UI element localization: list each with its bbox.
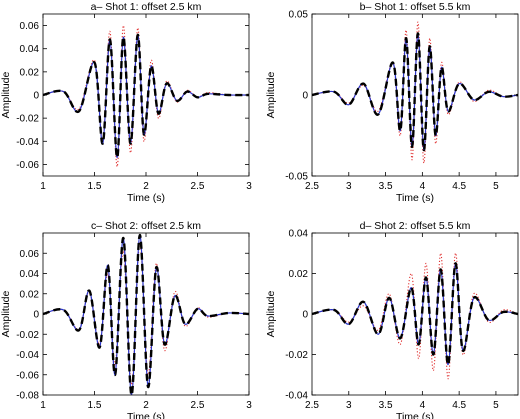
panel-c-xlabel: Time (s) bbox=[127, 411, 165, 419]
panel-d-ytick-label: -0.04 bbox=[285, 391, 308, 402]
panel-a: 1 1.5 2 2.5 3 -0.06 -0.04 -0.02 0 0.02 0.04 0.06 a– … bbox=[0, 1, 252, 204]
panel-c-xtick-label: 2 bbox=[143, 400, 149, 411]
panel-c-ytick-label: 0.02 bbox=[20, 289, 40, 300]
panel-d-title: d– Shot 2: offset 5.5 km bbox=[360, 220, 471, 232]
panel-a-title: a– Shot 1: offset 2.5 km bbox=[91, 1, 202, 13]
panel-b-ytick-label: 0.05 bbox=[289, 10, 309, 21]
panel-c-ytick-label: 0.04 bbox=[20, 269, 40, 280]
panel-b-title: b– Shot 1: offset 5.5 km bbox=[360, 1, 471, 13]
panel-a-ytick-label: 0.02 bbox=[20, 67, 40, 78]
panel-d-ytick-label: 0.02 bbox=[289, 269, 309, 280]
panel-d: 2.5 3 3.5 4 4.5 5 -0.04 -0.02 0 0.02 0.04 d– Shot 2… bbox=[265, 220, 519, 419]
panel-d-ytick-label: 0 bbox=[302, 310, 308, 321]
panel-a-xlabel: Time (s) bbox=[127, 192, 165, 204]
panel-d-xtick-label: 4 bbox=[420, 400, 426, 411]
panel-c-xtick-label: 3 bbox=[246, 400, 252, 411]
panel-d-ytick-label: -0.02 bbox=[285, 350, 308, 361]
panel-b-ylabel: Amplitude bbox=[265, 72, 277, 119]
panel-d-xtick-label: 4.5 bbox=[452, 400, 466, 411]
panel-d-series-dashed bbox=[312, 262, 518, 366]
panel-a-series-group bbox=[43, 25, 249, 168]
panel-a-series-solid bbox=[43, 34, 249, 159]
panel-a-xtick-label: 3 bbox=[246, 181, 252, 192]
panel-d-xtick-label: 2.5 bbox=[305, 400, 319, 411]
panel-a-ytick-label: -0.02 bbox=[16, 114, 39, 125]
panel-c-xtick-label: 1 bbox=[40, 400, 46, 411]
panel-a-ytick-label: 0.04 bbox=[20, 44, 40, 55]
panel-b-xlabel: Time (s) bbox=[396, 192, 434, 204]
panel-c-title: c– Shot 2: offset 2.5 km bbox=[91, 220, 201, 232]
panel-b-xtick-label: 4 bbox=[420, 181, 426, 192]
panel-d-ylabel: Amplitude bbox=[265, 291, 277, 338]
panel-a-xtick-label: 2.5 bbox=[191, 181, 205, 192]
panel-d-xtick-label: 3 bbox=[346, 400, 352, 411]
panel-c-xtick-label: 2.5 bbox=[191, 400, 205, 411]
panel-c-series-dashed bbox=[43, 233, 249, 395]
panel-b-ytick-label: -0.05 bbox=[285, 172, 308, 183]
panel-c: 1 1.5 2 2.5 3 -0.08 -0.06 -0.04 -0.02 0 0.02 0.04 0.… bbox=[0, 220, 252, 419]
panel-d-ytick-label: 0.04 bbox=[289, 229, 309, 240]
panel-a-xtick-label: 2 bbox=[143, 181, 149, 192]
panel-a-ytick-label: 0 bbox=[33, 91, 39, 102]
panel-b-ytick-label: 0 bbox=[302, 91, 308, 102]
panel-d-xtick-label: 3.5 bbox=[379, 400, 393, 411]
panel-b-xtick-label: 3.5 bbox=[379, 181, 393, 192]
panel-a-xtick-label: 1 bbox=[40, 181, 46, 192]
panel-d-xlabel: Time (s) bbox=[396, 411, 434, 419]
panel-c-xtick-label: 1.5 bbox=[88, 400, 102, 411]
panel-a-ytick-label: 0.06 bbox=[20, 21, 40, 32]
panel-b-series-dashed bbox=[312, 32, 518, 152]
panel-a-series-dashed bbox=[43, 33, 249, 159]
panel-a-xtick-label: 1.5 bbox=[88, 181, 102, 192]
panel-b: 2.5 3 3.5 4 4.5 5 -0.05 0 0.05 b– Shot 1: offset … bbox=[265, 1, 519, 204]
panel-c-ytick-label: 0 bbox=[33, 310, 39, 321]
panel-c-ytick-label: -0.08 bbox=[16, 391, 39, 402]
panel-c-ylabel: Amplitude bbox=[0, 291, 12, 338]
panel-b-xtick-label: 2.5 bbox=[305, 181, 319, 192]
panel-a-ylabel: Amplitude bbox=[0, 72, 12, 119]
panel-d-series-group bbox=[312, 252, 518, 380]
panel-c-ytick-label: -0.04 bbox=[16, 350, 39, 361]
panel-c-ytick-label: 0.06 bbox=[20, 249, 40, 260]
panel-b-series-group bbox=[312, 21, 518, 164]
panel-b-xtick-label: 4.5 bbox=[452, 181, 466, 192]
panel-b-xtick-label: 3 bbox=[346, 181, 352, 192]
panel-a-ytick-label: -0.06 bbox=[16, 160, 39, 171]
panel-b-xtick-label: 5 bbox=[493, 181, 499, 192]
panel-a-series-dotted bbox=[43, 25, 249, 168]
panel-a-ytick-label: -0.04 bbox=[16, 137, 39, 148]
panel-d-xtick-label: 5 bbox=[493, 400, 499, 411]
panel-c-ytick-label: -0.02 bbox=[16, 330, 39, 341]
panel-c-ytick-label: -0.06 bbox=[16, 370, 39, 381]
panel-c-series-group bbox=[43, 233, 249, 395]
